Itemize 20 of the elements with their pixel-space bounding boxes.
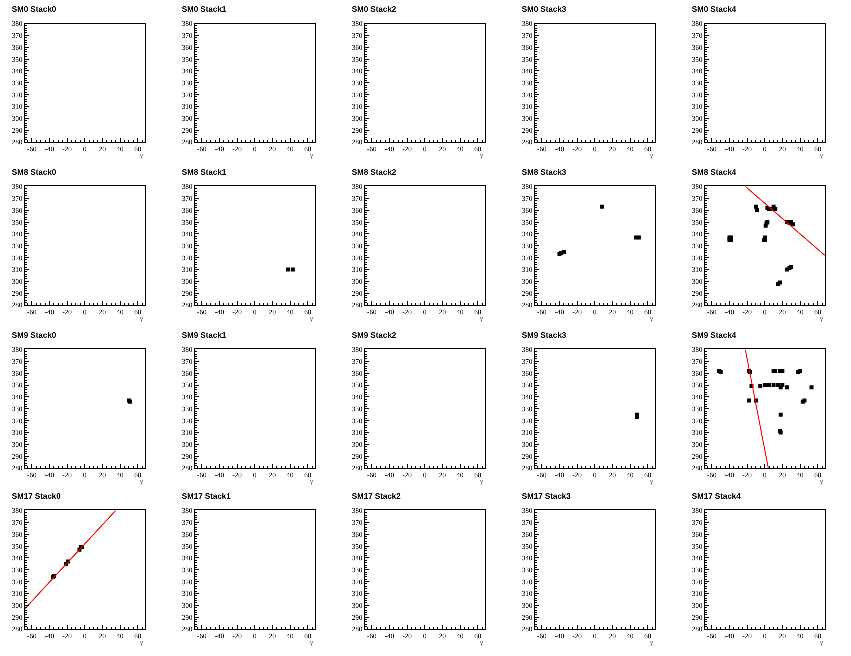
chart-title: SM9 Stack0 <box>12 331 58 340</box>
chart-title: SM0 Stack3 <box>522 5 568 14</box>
chart-title: SM9 Stack1 <box>182 331 228 340</box>
chart-title: SM0 Stack4 <box>692 5 738 14</box>
chart-title: SM8 Stack0 <box>12 168 58 177</box>
chart-title: SM0 Stack0 <box>12 5 58 14</box>
chart-title: SM0 Stack2 <box>352 5 398 14</box>
chart-title: SM17 Stack1 <box>182 492 232 501</box>
chart-title: SM17 Stack2 <box>352 492 402 501</box>
chart-title: SM17 Stack4 <box>692 492 742 501</box>
chart-title: SM9 Stack2 <box>352 331 398 340</box>
chart-title: SM8 Stack4 <box>692 168 738 177</box>
chart-title: SM17 Stack3 <box>522 492 572 501</box>
chart-title: SM9 Stack4 <box>692 331 738 340</box>
chart-title: SM8 Stack1 <box>182 168 228 177</box>
chart-title: SM9 Stack3 <box>522 331 568 340</box>
chart-title: SM17 Stack0 <box>12 492 62 501</box>
chart-title: SM8 Stack3 <box>522 168 568 177</box>
chart-title: SM8 Stack2 <box>352 168 398 177</box>
chart-title: SM0 Stack1 <box>182 5 228 14</box>
